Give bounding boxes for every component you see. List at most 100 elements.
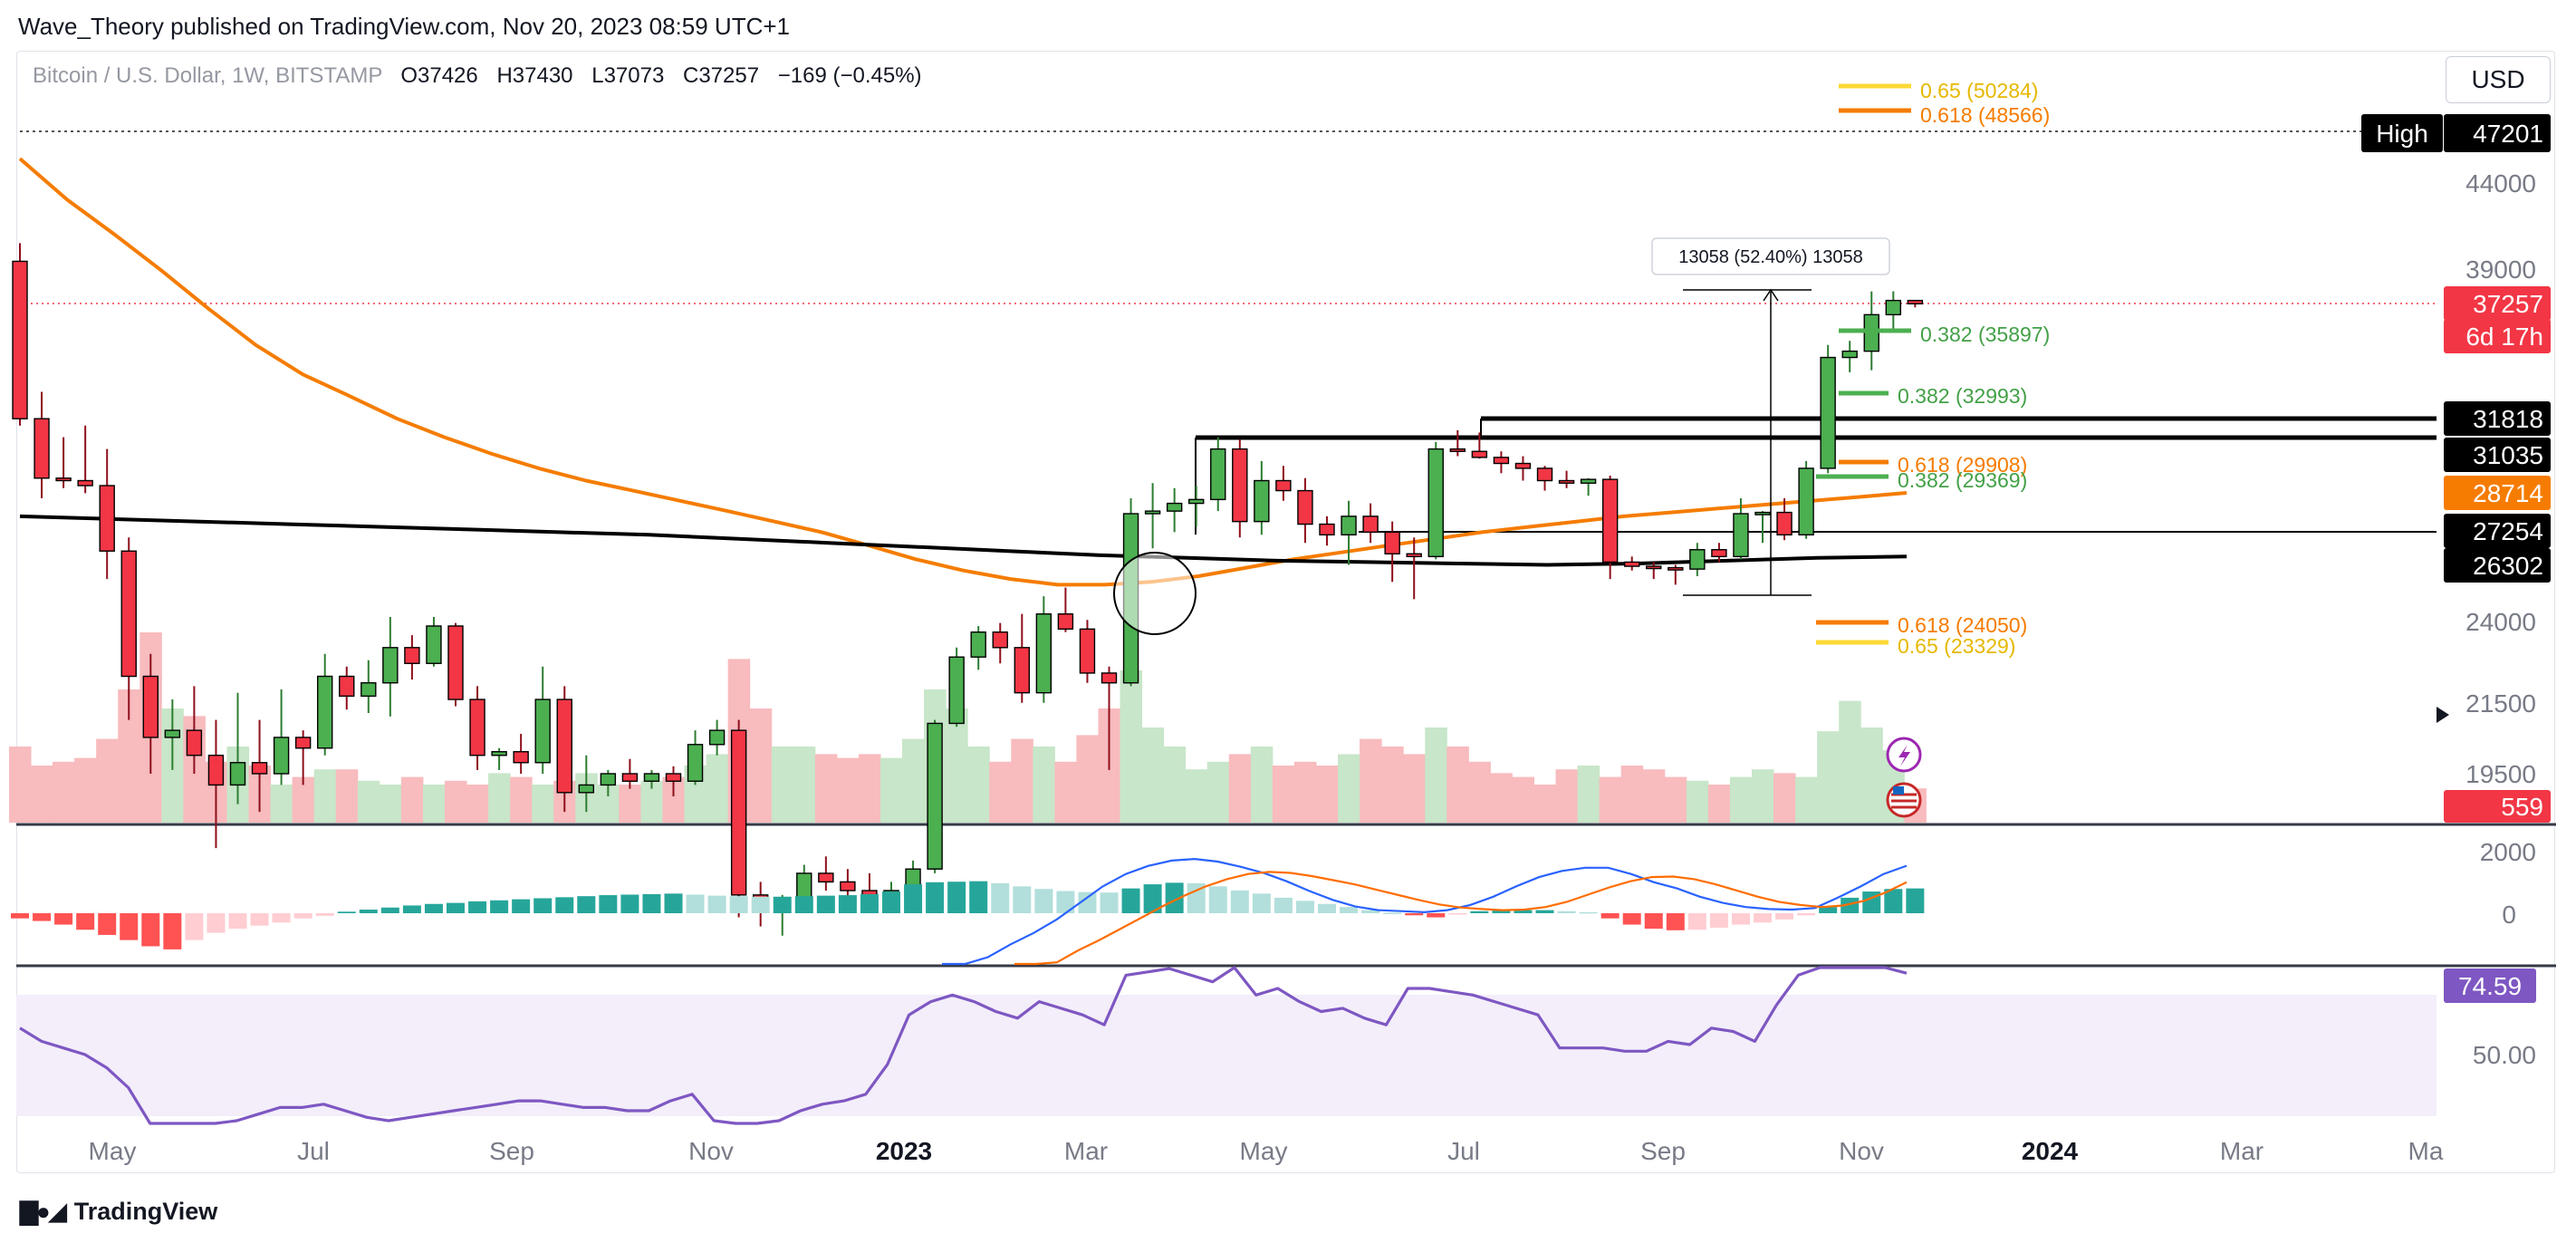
macd-bar [816, 895, 835, 913]
volume-bar [793, 747, 816, 823]
macd-bar [1274, 897, 1293, 913]
candle-body [382, 647, 399, 684]
candle-body [970, 631, 986, 658]
price-axis-tick: 21500 [2465, 689, 2536, 718]
volume-bar [31, 766, 53, 823]
volume-bar [1577, 766, 1600, 823]
high-price-label: 47201 [2473, 120, 2543, 148]
high-tag-box [2361, 114, 2443, 152]
volume-bar [1403, 754, 1426, 823]
change-value: −169 (−0.45%) [777, 63, 922, 88]
macd-bar [1470, 911, 1489, 913]
ema-200-price-label: 26302 [2473, 552, 2543, 580]
macd-bar [33, 913, 52, 921]
ema-50-line [18, 157, 1908, 587]
volume-bar [466, 785, 489, 823]
volume-bar [510, 776, 533, 823]
chart-frame [16, 51, 2555, 1173]
macd-bar [555, 897, 574, 913]
symbol-legend: Bitcoin / U.S. Dollar, 1W, BITSTAMP O374… [33, 63, 935, 89]
currency-button[interactable]: USD [2446, 56, 2551, 103]
candle-body [1297, 489, 1313, 525]
candle-body [1689, 549, 1706, 570]
scroll-right-icon [2437, 707, 2449, 723]
ema-200-price-label-box [2444, 548, 2551, 583]
macd-bar [642, 893, 661, 913]
tradingview-logo[interactable]: ▇●◢ TradingView [20, 1198, 217, 1226]
candle-body [1275, 479, 1292, 492]
macd-bar [1622, 913, 1641, 925]
candle-body [1449, 448, 1466, 452]
volume-bar [1664, 776, 1687, 823]
macd-bar [1121, 888, 1140, 913]
macd-bar [1754, 913, 1772, 923]
candle-body [142, 675, 159, 738]
volume-bar [946, 708, 968, 823]
macd-bar [729, 896, 748, 913]
macd-bar [577, 896, 596, 913]
macd-bar [1514, 910, 1533, 913]
macd-bar [1056, 891, 1075, 913]
candle-body [1754, 511, 1771, 516]
macd-bar [380, 907, 399, 913]
volume-bar [1033, 747, 1055, 823]
candle-body [1776, 511, 1793, 536]
macd-bar [447, 902, 465, 913]
macd-bar [293, 913, 312, 919]
macd-bar [1709, 913, 1728, 928]
close-value: 37257 [698, 63, 760, 88]
volume-bar [532, 785, 554, 823]
macd-bar [882, 891, 900, 913]
volume-bar [814, 754, 838, 823]
macd-bar [1295, 901, 1314, 913]
candle-body [1907, 299, 1924, 304]
candle-body [99, 485, 115, 552]
level-label: 27254 [2473, 517, 2543, 545]
candle-body [927, 722, 943, 870]
lightning-icon-bolt [1898, 745, 1910, 766]
candle-body [1514, 462, 1532, 469]
last-price-label: 37257 [2473, 290, 2543, 318]
volume-bar [8, 747, 32, 823]
macd-bar [1143, 884, 1162, 913]
candle-body [643, 773, 660, 782]
macd-bar [468, 901, 487, 913]
time-axis-tick: Ma [2408, 1137, 2444, 1165]
candle-body [1733, 513, 1749, 558]
volume-bar [1425, 727, 1447, 823]
volume-bar [74, 757, 97, 823]
macd-bar [1361, 910, 1380, 913]
candle-body [120, 550, 137, 678]
macd-bar [1208, 886, 1227, 913]
candle-body [1623, 561, 1640, 567]
us-flag-icon-canton [1893, 786, 1904, 795]
symbol-name[interactable]: Bitcoin / U.S. Dollar, 1W, BITSTAMP [33, 63, 383, 88]
candle-body [1341, 516, 1357, 536]
volume-bar [1468, 761, 1491, 823]
volume-bar [902, 738, 925, 823]
volume-bar [1272, 766, 1295, 823]
macd-bar [402, 905, 421, 913]
macd-line [942, 857, 1908, 966]
macd-bar [1600, 913, 1620, 919]
fib-level-label: 0.65 (50284) [1920, 79, 2038, 102]
candle-body [1536, 467, 1553, 482]
candle-body [339, 675, 355, 698]
candle-body [1841, 350, 1858, 359]
macd-bar [11, 913, 29, 919]
candle-body [294, 737, 312, 749]
candle-body [77, 479, 93, 487]
candle-body [948, 656, 965, 725]
candle-body [426, 625, 442, 664]
volume-bar [313, 769, 337, 823]
candle-body [600, 773, 617, 786]
volume-bar [1315, 766, 1339, 823]
volume-bar [1163, 747, 1187, 823]
candle-body [186, 729, 203, 756]
golden-cross-marker [1113, 552, 1197, 635]
volume-bar [444, 780, 467, 823]
rsi-line [19, 966, 1908, 1125]
macd-bar [1427, 913, 1446, 918]
macd-bar [599, 895, 618, 913]
